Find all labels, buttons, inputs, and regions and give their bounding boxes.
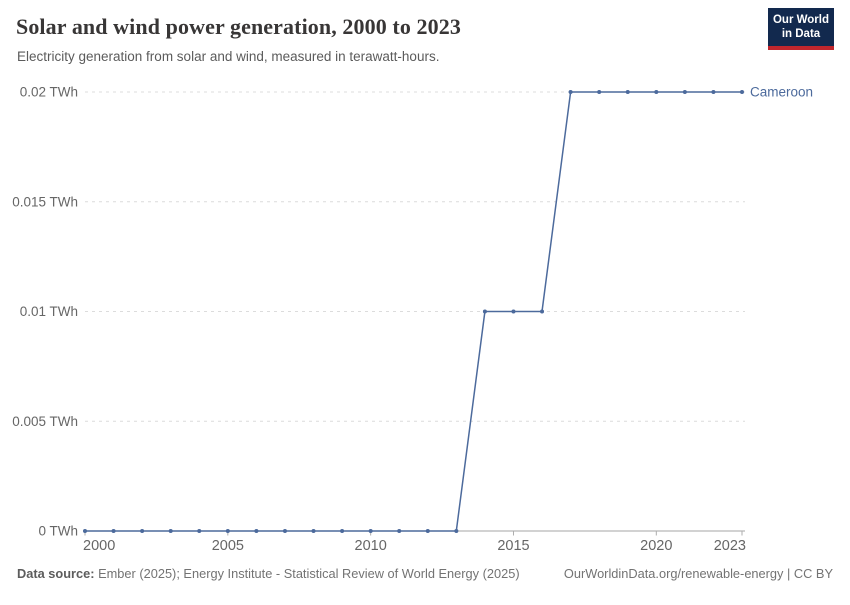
x-axis-tick-label: 2010 [355, 538, 387, 554]
data-source-label: Data source: [17, 566, 95, 581]
y-axis-tick-label: 0.005 TWh [12, 414, 78, 429]
data-point-marker[interactable] [511, 309, 516, 314]
data-point-marker[interactable] [425, 529, 430, 533]
data-point-marker[interactable] [311, 529, 316, 533]
data-point-marker[interactable] [625, 90, 630, 94]
series-line[interactable] [85, 91, 742, 532]
data-point-marker[interactable] [654, 90, 659, 94]
data-point-marker[interactable] [368, 529, 373, 533]
data-point-marker[interactable] [197, 529, 202, 533]
chart-title: Solar and wind power generation, 2000 to… [16, 14, 461, 39]
x-axis-tick-label: 2023 [714, 538, 746, 554]
data-point-marker[interactable] [454, 529, 459, 533]
chart-subtitle: Electricity generation from solar and wi… [17, 49, 440, 64]
owid-logo-line2: in Data [781, 28, 821, 40]
y-axis-tick-label: 0 TWh [38, 524, 78, 539]
data-point-marker[interactable] [282, 529, 287, 533]
y-axis-tick-label: 0.02 TWh [20, 85, 78, 100]
x-axis-tick-label: 2020 [640, 538, 672, 554]
data-point-marker[interactable] [140, 529, 145, 533]
owid-url-link[interactable]: OurWorldinData.org/renewable-energy | CC… [563, 566, 833, 581]
data-point-marker[interactable] [482, 309, 487, 314]
y-axis-tick-label: 0.01 TWh [20, 304, 78, 319]
y-axis-tick-label: 0.015 TWh [12, 194, 78, 209]
series-entity-label[interactable]: Cameroon [750, 85, 813, 100]
data-point-marker[interactable] [83, 529, 87, 533]
data-point-marker[interactable] [711, 90, 716, 94]
data-source-text: Ember (2025); Energy Institute - Statist… [94, 566, 520, 581]
owid-logo-line1: Our World [772, 13, 829, 26]
owid-logo[interactable]: Our World in Data [768, 8, 834, 50]
data-point-marker[interactable] [597, 90, 602, 94]
data-point-marker[interactable] [340, 529, 345, 533]
data-point-marker[interactable] [225, 529, 230, 533]
data-point-marker[interactable] [568, 90, 573, 94]
chart-footer: Data source: Ember (2025); Energy Instit… [17, 566, 833, 581]
data-point-marker[interactable] [682, 90, 687, 94]
data-point-marker[interactable] [254, 529, 259, 533]
data-point-marker[interactable] [540, 309, 545, 314]
data-point-marker[interactable] [397, 529, 402, 533]
x-axis-tick-label: 2015 [497, 538, 529, 554]
x-axis-tick-label: 2005 [212, 538, 244, 554]
data-point-marker[interactable] [111, 529, 116, 533]
data-point-marker[interactable] [168, 529, 173, 533]
data-source-note: Data source: Ember (2025); Energy Instit… [17, 566, 520, 581]
x-axis-tick-label: 2000 [83, 538, 115, 554]
data-point-marker[interactable] [740, 90, 744, 94]
